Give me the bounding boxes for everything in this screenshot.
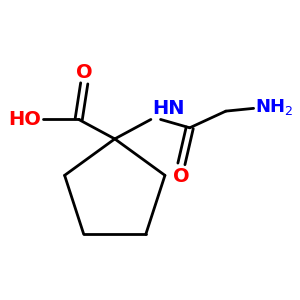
Text: O: O xyxy=(173,167,190,186)
Text: NH$_2$: NH$_2$ xyxy=(255,97,293,117)
Text: HO: HO xyxy=(8,110,41,129)
Text: HN: HN xyxy=(152,99,185,118)
Text: O: O xyxy=(76,63,92,82)
